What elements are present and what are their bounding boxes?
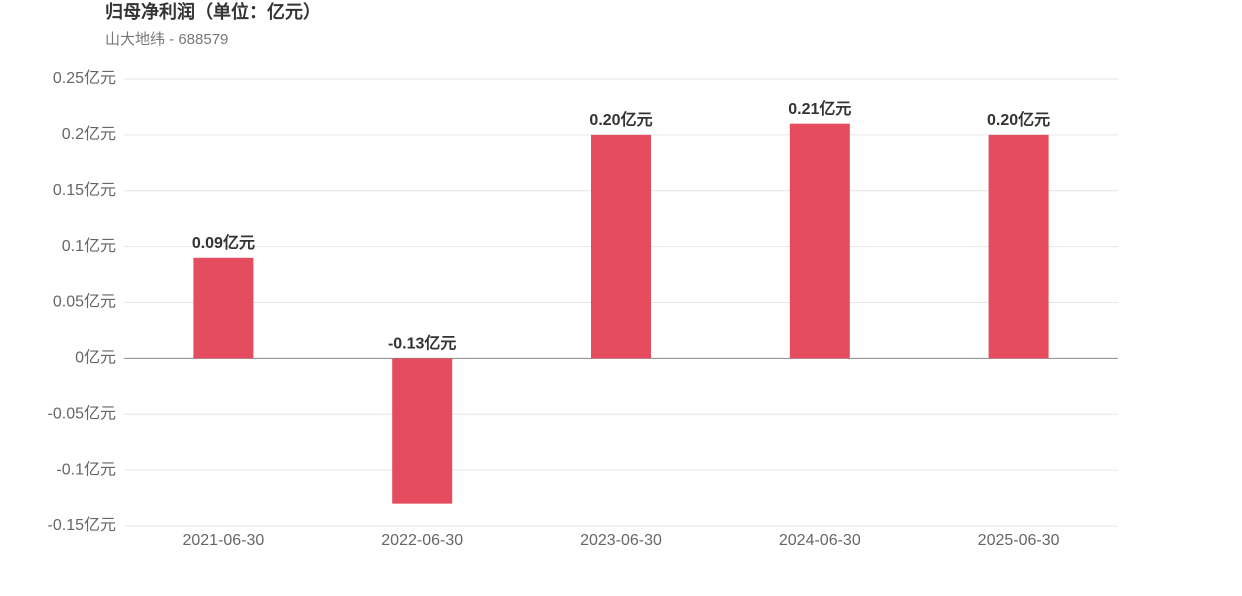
y-tick-label: -0.05亿元 bbox=[48, 404, 116, 422]
value-label: -0.13亿元 bbox=[388, 334, 456, 353]
bar bbox=[988, 134, 1049, 359]
x-tick-label: 2025-06-30 bbox=[978, 532, 1060, 549]
x-tick-label: 2024-06-30 bbox=[779, 532, 861, 549]
chart-subtitle: 山大地纬 - 688579 bbox=[105, 31, 228, 48]
y-tick-label: 0亿元 bbox=[75, 349, 116, 367]
chart-title: 归母净利润（单位：亿元） bbox=[105, 1, 321, 22]
value-label: 0.09亿元 bbox=[192, 233, 255, 252]
x-tick-label: 2021-06-30 bbox=[182, 532, 264, 549]
bar bbox=[193, 257, 254, 359]
y-tick-label: 0.05亿元 bbox=[53, 293, 116, 311]
value-label: 0.21亿元 bbox=[788, 99, 851, 118]
y-tick-label: 0.25亿元 bbox=[53, 69, 116, 87]
value-label: 0.20亿元 bbox=[589, 110, 652, 129]
y-tick-label: -0.1亿元 bbox=[56, 460, 116, 478]
y-tick-label: -0.15亿元 bbox=[48, 516, 116, 534]
y-tick-label: 0.1亿元 bbox=[62, 237, 116, 255]
bar bbox=[591, 134, 651, 359]
x-tick-label: 2023-06-30 bbox=[580, 532, 662, 549]
bar bbox=[789, 123, 850, 359]
bar bbox=[392, 358, 453, 504]
x-tick-label: 2022-06-30 bbox=[381, 532, 463, 549]
y-tick-label: 0.2亿元 bbox=[62, 125, 116, 143]
value-label: 0.20亿元 bbox=[987, 110, 1050, 129]
y-tick-label: 0.15亿元 bbox=[53, 181, 116, 199]
